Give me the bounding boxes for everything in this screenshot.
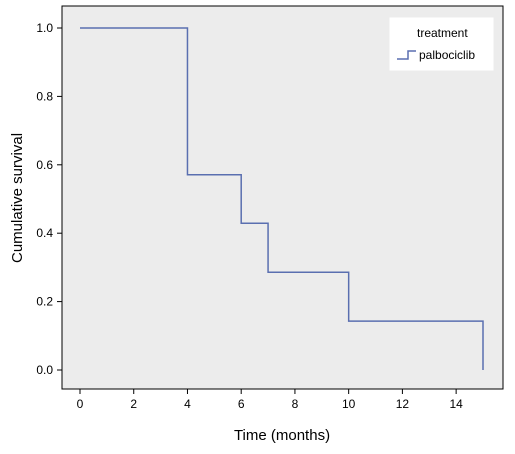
x-tick-label: 8 [292, 397, 299, 411]
y-tick-label: 0.8 [36, 89, 53, 103]
x-axis-title: Time (months) [234, 427, 330, 444]
x-tick-label: 4 [184, 397, 191, 411]
y-tick-label: 0.2 [36, 295, 53, 309]
x-tick-label: 14 [449, 397, 463, 411]
y-tick-label: 0.6 [36, 158, 53, 172]
y-tick-label: 0.0 [36, 363, 53, 377]
legend-entry-label: palbociclib [419, 48, 475, 62]
x-tick-label: 10 [342, 397, 356, 411]
y-tick-label: 0.4 [36, 226, 53, 240]
y-axis-title: Cumulative survival [9, 133, 26, 263]
legend-title: treatment [417, 26, 468, 40]
x-tick-label: 0 [77, 397, 84, 411]
x-tick-label: 6 [238, 397, 245, 411]
x-tick-label: 2 [130, 397, 137, 411]
x-tick-label: 12 [396, 397, 410, 411]
y-tick-label: 1.0 [36, 21, 53, 35]
